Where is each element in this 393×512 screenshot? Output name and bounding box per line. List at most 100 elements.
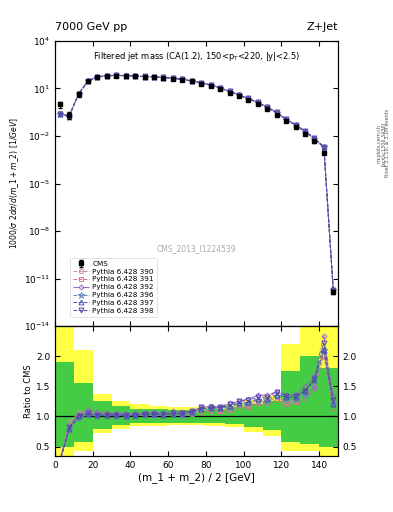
Pythia 6.428 396 [133,73,138,79]
Pythia 6.428 391 [303,129,307,135]
Bar [319,326,338,458]
Bar [149,409,168,423]
Pythia 6.428 396 [142,74,147,80]
Line: Pythia 6.428 391: Pythia 6.428 391 [58,73,335,293]
Pythia 6.428 397 [114,72,119,78]
Pythia 6.428 398 [114,72,119,78]
Pythia 6.428 396 [57,111,62,117]
Pythia 6.428 390 [142,73,147,79]
Pythia 6.428 396 [114,72,119,78]
Pythia 6.428 392 [114,72,119,78]
Pythia 6.428 391 [114,72,119,78]
Pythia 6.428 392 [76,91,81,97]
Line: Pythia 6.428 397: Pythia 6.428 397 [57,73,336,293]
Pythia 6.428 398 [152,74,156,80]
Pythia 6.428 398 [321,144,326,150]
Bar [187,410,206,422]
Pythia 6.428 392 [57,111,62,117]
Pythia 6.428 390 [265,104,270,111]
Pythia 6.428 398 [303,128,307,134]
Pythia 6.428 391 [199,80,204,87]
Pythia 6.428 390 [161,74,166,80]
Pythia 6.428 391 [180,76,185,82]
Pythia 6.428 396 [105,73,109,79]
Pythia 6.428 398 [246,95,251,101]
Pythia 6.428 396 [265,104,270,111]
Pythia 6.428 396 [331,287,336,293]
Pythia 6.428 391 [86,78,90,84]
Pythia 6.428 397 [142,73,147,79]
Text: CMS_2013_I1224539: CMS_2013_I1224539 [157,245,236,253]
Pythia 6.428 398 [218,85,222,91]
Pythia 6.428 391 [133,73,138,79]
Legend: CMS, Pythia 6.428 390, Pythia 6.428 391, Pythia 6.428 392, Pythia 6.428 396, Pyt: CMS, Pythia 6.428 390, Pythia 6.428 391,… [70,258,157,317]
Pythia 6.428 392 [208,82,213,88]
Pythia 6.428 397 [237,92,241,98]
Text: 7000 GeV pp: 7000 GeV pp [55,23,127,32]
Pythia 6.428 391 [255,100,260,106]
Pythia 6.428 397 [246,96,251,102]
Pythia 6.428 398 [284,116,288,122]
Pythia 6.428 392 [199,80,204,86]
Pythia 6.428 397 [161,74,166,80]
Bar [168,407,187,425]
Pythia 6.428 391 [265,104,270,111]
Pythia 6.428 392 [95,74,100,80]
Line: Pythia 6.428 390: Pythia 6.428 390 [58,73,335,292]
Pythia 6.428 397 [293,122,298,128]
X-axis label: (m_1 + m_2) / 2 [GeV]: (m_1 + m_2) / 2 [GeV] [138,472,255,483]
Bar [168,410,187,422]
Pythia 6.428 392 [180,76,185,82]
Pythia 6.428 390 [57,110,62,116]
Pythia 6.428 391 [312,136,317,142]
Pythia 6.428 398 [274,109,279,115]
Pythia 6.428 392 [189,78,194,84]
Pythia 6.428 391 [152,74,156,80]
Pythia 6.428 390 [95,74,100,80]
Pythia 6.428 391 [95,74,100,80]
Pythia 6.428 397 [180,76,185,82]
Bar [55,326,74,458]
Text: Z+Jet: Z+Jet [307,23,338,32]
Bar [74,350,93,452]
Pythia 6.428 398 [265,104,270,110]
Pythia 6.428 391 [218,85,222,91]
Pythia 6.428 398 [237,92,241,98]
Pythia 6.428 396 [303,129,307,135]
Pythia 6.428 396 [123,73,128,79]
Pythia 6.428 390 [199,80,204,86]
Bar [187,407,206,425]
Pythia 6.428 392 [293,121,298,127]
Pythia 6.428 396 [274,110,279,116]
Pythia 6.428 398 [86,78,90,84]
Pythia 6.428 396 [189,78,194,84]
Pythia 6.428 398 [199,80,204,86]
Pythia 6.428 396 [161,75,166,81]
Pythia 6.428 397 [86,78,90,84]
Bar [300,356,319,443]
Pythia 6.428 392 [161,74,166,80]
Pythia 6.428 392 [246,95,251,101]
Pythia 6.428 396 [199,80,204,86]
Pythia 6.428 391 [105,73,109,79]
Pythia 6.428 391 [237,92,241,98]
Pythia 6.428 390 [133,73,138,79]
Pythia 6.428 391 [321,145,326,151]
Pythia 6.428 390 [86,78,90,84]
Pythia 6.428 390 [67,112,72,118]
Pythia 6.428 396 [227,89,232,95]
Pythia 6.428 396 [312,136,317,142]
Pythia 6.428 391 [161,75,166,81]
Pythia 6.428 398 [95,74,100,80]
Pythia 6.428 398 [255,99,260,105]
Pythia 6.428 398 [208,82,213,88]
Bar [300,326,319,452]
Line: Pythia 6.428 392: Pythia 6.428 392 [58,74,335,291]
Pythia 6.428 398 [293,122,298,128]
Bar [244,404,263,426]
Pythia 6.428 396 [95,74,100,80]
Pythia 6.428 398 [312,135,317,141]
Pythia 6.428 398 [105,73,109,79]
Pythia 6.428 390 [180,76,185,82]
Bar [263,395,281,436]
